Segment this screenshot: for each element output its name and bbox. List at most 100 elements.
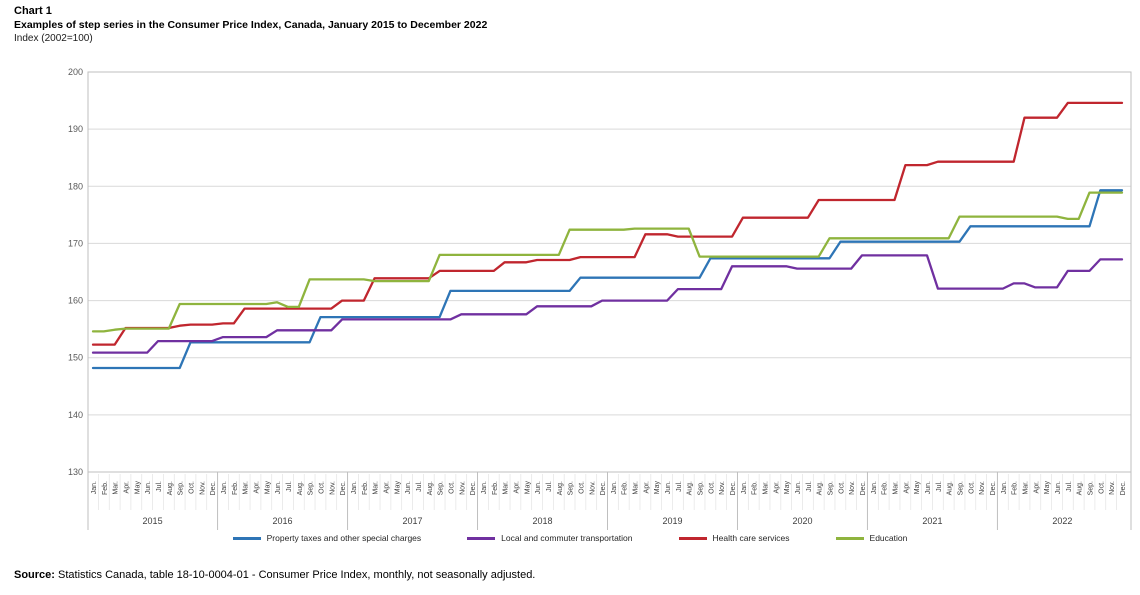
y-axis-tick-label: 140 bbox=[68, 410, 83, 420]
source-label: Source: bbox=[14, 569, 55, 581]
x-axis-month-label: Sep. bbox=[568, 481, 575, 495]
x-axis-month-label: Feb. bbox=[882, 481, 889, 495]
y-axis-tick-label: 190 bbox=[68, 124, 83, 134]
x-axis-month-label: May bbox=[134, 481, 141, 495]
legend-label: Health care services bbox=[712, 533, 790, 543]
x-axis-month-label: Dec. bbox=[730, 481, 737, 495]
x-axis-month-label: May bbox=[264, 481, 271, 495]
x-axis-month-label: Mar. bbox=[633, 481, 640, 495]
x-axis-month-label: Mar. bbox=[893, 481, 900, 495]
x-axis-month-label: Jun. bbox=[795, 481, 802, 494]
x-axis-month-label: Feb. bbox=[102, 481, 109, 495]
x-axis-year-label: 2015 bbox=[143, 516, 163, 526]
x-axis-month-label: Mar. bbox=[503, 481, 510, 495]
x-axis-month-label: Jun. bbox=[275, 481, 282, 494]
x-axis-month-label: Jun. bbox=[535, 481, 542, 494]
x-axis-year-label: 2022 bbox=[1052, 516, 1072, 526]
x-axis-month-label: May bbox=[394, 481, 401, 495]
y-axis-tick-label: 200 bbox=[68, 67, 83, 77]
x-axis-month-label: Jul. bbox=[936, 481, 943, 492]
x-axis-month-label: Dec. bbox=[600, 481, 607, 495]
x-axis-month-label: Mar. bbox=[113, 481, 120, 495]
legend-item-education: Education bbox=[835, 533, 907, 543]
x-axis-year-label: 2018 bbox=[532, 516, 552, 526]
x-axis-month-label: Jun. bbox=[1055, 481, 1062, 494]
x-axis-month-label: Jan. bbox=[1001, 481, 1008, 494]
x-axis-month-label: Dec. bbox=[470, 481, 477, 495]
x-axis-month-label: Jan. bbox=[871, 481, 878, 494]
x-axis-month-label: Oct. bbox=[448, 481, 455, 494]
x-axis-month-label: Feb. bbox=[622, 481, 629, 495]
x-axis-month-label: Aug. bbox=[427, 481, 434, 495]
y-axis-tick-label: 130 bbox=[68, 467, 83, 477]
x-axis-month-label: Jan. bbox=[221, 481, 228, 494]
series-line-education bbox=[91, 191, 1124, 333]
legend-line-swatch bbox=[678, 536, 707, 540]
x-axis-month-label: Oct. bbox=[1098, 481, 1105, 494]
y-axis-tick-label: 170 bbox=[68, 238, 83, 248]
chart-legend: Property taxes and other special charges… bbox=[0, 533, 1140, 543]
x-axis-month-label: Jul. bbox=[416, 481, 423, 492]
x-axis-month-label: Jul. bbox=[156, 481, 163, 492]
x-axis-month-label: Apr. bbox=[903, 481, 910, 494]
chart-header: Chart 1 Examples of step series in the C… bbox=[14, 4, 487, 45]
x-axis-month-label: Nov. bbox=[849, 481, 856, 495]
x-axis-month-label: Nov. bbox=[459, 481, 466, 495]
x-axis-month-label: Feb. bbox=[752, 481, 759, 495]
x-axis-month-label: Mar. bbox=[1023, 481, 1030, 495]
x-axis-month-label: Apr. bbox=[643, 481, 650, 494]
x-axis-month-label: Jan. bbox=[91, 481, 98, 494]
x-axis-month-label: May bbox=[914, 481, 921, 495]
x-axis-month-label: Oct. bbox=[578, 481, 585, 494]
legend-label: Property taxes and other special charges bbox=[266, 533, 422, 543]
x-axis-month-label: Mar. bbox=[763, 481, 770, 495]
x-axis-month-label: Sep. bbox=[178, 481, 185, 495]
y-axis-tick-label: 180 bbox=[68, 181, 83, 191]
x-axis-month-label: Nov. bbox=[199, 481, 206, 495]
plot-border bbox=[87, 71, 1132, 473]
x-axis-year-label: 2019 bbox=[662, 516, 682, 526]
x-axis-month-label: Nov. bbox=[979, 481, 986, 495]
x-axis-month-label: Nov. bbox=[329, 481, 336, 495]
legend-item-local-and-commuter-transportation: Local and commuter transportation bbox=[467, 533, 633, 543]
x-axis-month-label: Sep. bbox=[958, 481, 965, 495]
x-axis-month-label: Jul. bbox=[676, 481, 683, 492]
legend-item-property-taxes-and-other-special-charges: Property taxes and other special charges bbox=[232, 533, 422, 543]
legend-item-health-care-services: Health care services bbox=[678, 533, 790, 543]
x-axis-month-label: Jul. bbox=[546, 481, 553, 492]
x-axis-month-label: Apr. bbox=[123, 481, 130, 494]
x-axis-year-label: 2021 bbox=[922, 516, 942, 526]
x-axis-month-label: Oct. bbox=[838, 481, 845, 494]
x-axis-month-label: Aug. bbox=[947, 481, 954, 495]
x-axis-month-label: Oct. bbox=[708, 481, 715, 494]
x-axis-month-label: Sep. bbox=[438, 481, 445, 495]
x-axis-month-label: Jul. bbox=[806, 481, 813, 492]
x-axis-year-label: 2016 bbox=[273, 516, 293, 526]
x-axis-year-label: 2020 bbox=[792, 516, 812, 526]
x-axis-month-label: Jan. bbox=[741, 481, 748, 494]
series-line-local-and-commuter-transportation bbox=[91, 254, 1124, 354]
x-axis-month-label: Jun. bbox=[145, 481, 152, 494]
series-line-property-taxes-and-other-special-charges bbox=[91, 189, 1124, 370]
legend-line-swatch bbox=[467, 536, 496, 540]
x-axis-month-label: Feb. bbox=[232, 481, 239, 495]
x-axis-month-label: Jul. bbox=[286, 481, 293, 492]
x-axis-month-label: May bbox=[1044, 481, 1051, 495]
x-axis-month-label: Apr. bbox=[383, 481, 390, 494]
chart-number: Chart 1 bbox=[14, 5, 52, 17]
x-axis-month-label: Sep. bbox=[828, 481, 835, 495]
x-axis-month-label: May bbox=[784, 481, 791, 495]
x-axis-month-label: Oct. bbox=[968, 481, 975, 494]
chart-title: Examples of step series in the Consumer … bbox=[14, 19, 488, 31]
x-axis-month-label: Sep. bbox=[698, 481, 705, 495]
x-axis-month-label: Sep. bbox=[308, 481, 315, 495]
x-axis-month-label: Aug. bbox=[687, 481, 694, 495]
x-axis-month-label: Jun. bbox=[405, 481, 412, 494]
x-axis-month-label: Feb. bbox=[362, 481, 369, 495]
y-axis-tick-label: 160 bbox=[68, 296, 83, 306]
x-axis-month-label: Sep. bbox=[1088, 481, 1095, 495]
x-axis-month-label: Nov. bbox=[1109, 481, 1116, 495]
x-axis-month-label: May bbox=[654, 481, 661, 495]
x-axis-month-label: Jun. bbox=[925, 481, 932, 494]
x-axis-month-label: Aug. bbox=[557, 481, 564, 495]
